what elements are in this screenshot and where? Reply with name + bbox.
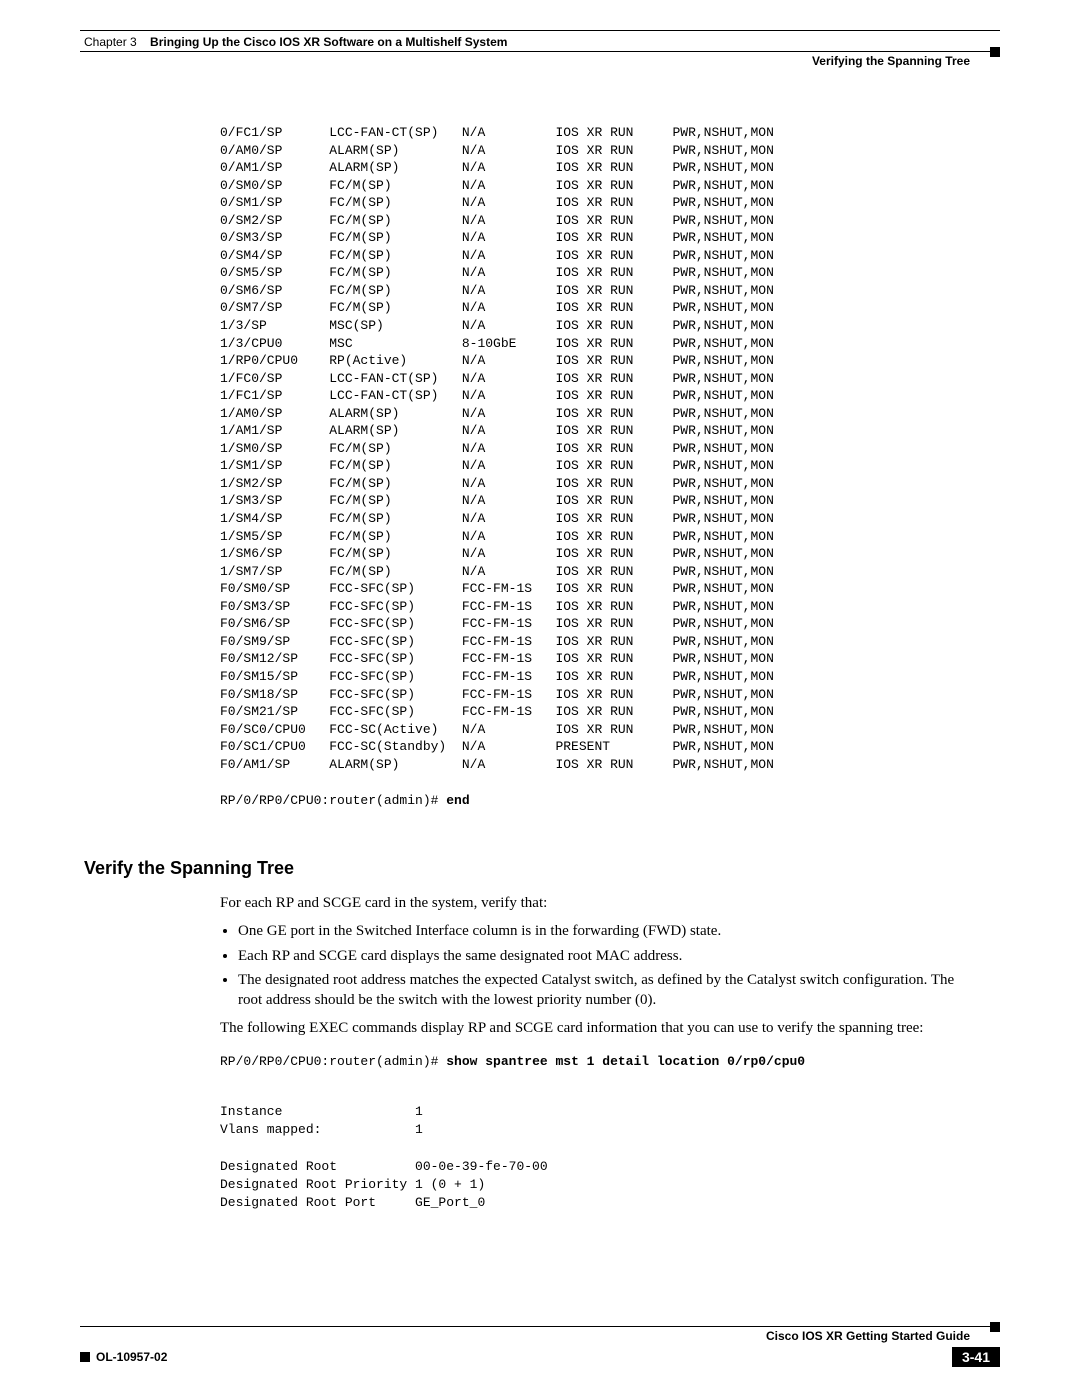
chapter-number: Chapter 3 — [84, 35, 137, 49]
footer-guide-title: Cisco IOS XR Getting Started Guide — [766, 1329, 970, 1343]
footer-docid: OL-10957-02 — [80, 1350, 167, 1364]
prompt-text: RP/0/RP0/CPU0:router(admin)# — [220, 793, 446, 808]
terminal-output-table: 0/FC1/SP LCC-FAN-CT(SP) N/A IOS XR RUN P… — [220, 124, 1000, 773]
spantree-output: Instance 1 Vlans mapped: 1 Designated Ro… — [220, 1085, 1000, 1212]
verify-body: For each RP and SCGE card in the system,… — [220, 893, 980, 1039]
footer-decoration — [990, 1322, 1000, 1332]
page-footer: Cisco IOS XR Getting Started Guide OL-10… — [80, 1326, 1000, 1367]
prompt-end: RP/0/RP0/CPU0:router(admin)# end — [220, 793, 1000, 808]
page-number-badge: 3-41 — [952, 1347, 1000, 1367]
section-title: Verifying the Spanning Tree — [812, 54, 970, 68]
prompt-show-spantree: RP/0/RP0/CPU0:router(admin)# show spantr… — [220, 1053, 1000, 1071]
verify-intro: For each RP and SCGE card in the system,… — [220, 893, 980, 913]
prompt2-text: RP/0/RP0/CPU0:router(admin)# — [220, 1054, 446, 1069]
cmd-show-spantree: show spantree mst 1 detail location 0/rp… — [446, 1054, 805, 1069]
verify-bullet-list: One GE port in the Switched Interface co… — [238, 921, 980, 1010]
cmd-end: end — [446, 793, 469, 808]
verify-heading: Verify the Spanning Tree — [84, 858, 1000, 879]
chapter-title: Bringing Up the Cisco IOS XR Software on… — [150, 35, 507, 49]
verify-bullet: One GE port in the Switched Interface co… — [238, 921, 980, 941]
verify-bullet: Each RP and SCGE card displays the same … — [238, 946, 980, 966]
corner-decoration — [990, 47, 1000, 57]
verify-para: The following EXEC commands display RP a… — [220, 1018, 980, 1038]
section-header: Verifying the Spanning Tree — [80, 52, 1000, 74]
chapter-header: Chapter 3 Bringing Up the Cisco IOS XR S… — [80, 31, 1000, 51]
verify-bullet: The designated root address matches the … — [238, 970, 980, 1011]
